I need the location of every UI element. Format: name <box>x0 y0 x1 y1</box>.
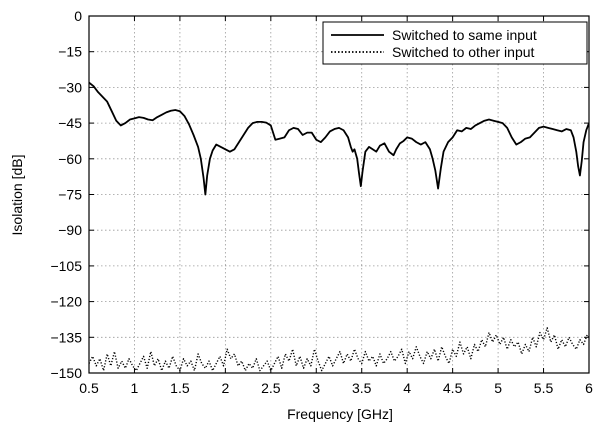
x-tick-label: 1 <box>131 380 139 396</box>
y-tick-label: −60 <box>58 151 82 167</box>
y-tick-label: −120 <box>50 294 82 310</box>
series-layer <box>89 81 589 372</box>
x-tick-label: 4 <box>403 380 411 396</box>
y-tick-label: −150 <box>50 365 82 381</box>
y-tick-label: −45 <box>58 115 82 131</box>
axis-ticks <box>88 15 590 374</box>
y-tick-label: −90 <box>58 222 82 238</box>
x-axis-title: Frequency [GHz] <box>287 406 393 422</box>
y-tick-label: −15 <box>58 44 82 60</box>
legend: Switched to same input Switched to other… <box>322 21 588 65</box>
y-tick-label: 0 <box>74 8 82 24</box>
series-line-same-input <box>89 81 589 196</box>
x-tick-label: 3.5 <box>352 380 372 396</box>
x-tick-label: 6 <box>585 380 593 396</box>
x-tick-label: 2 <box>221 380 229 396</box>
grid <box>89 16 589 373</box>
x-tick-label: 4.5 <box>443 380 463 396</box>
y-tick-label: −75 <box>58 187 82 203</box>
legend-label-same-input: Switched to same input <box>392 27 537 43</box>
x-tick-label: 0.5 <box>79 380 99 396</box>
y-tick-label: −105 <box>50 258 82 274</box>
x-tick-label: 3 <box>312 380 320 396</box>
y-tick-labels: 0 −15 −30 −45 −60 −75 −90 −105 −120 −135 −150 <box>50 8 82 381</box>
x-tick-label: 1.5 <box>170 380 190 396</box>
legend-box <box>322 21 588 65</box>
y-tick-label: −135 <box>50 329 82 345</box>
x-tick-label: 2.5 <box>261 380 281 396</box>
x-tick-label: 5.5 <box>534 380 554 396</box>
y-tick-label: −30 <box>58 79 82 95</box>
y-axis-title: Isolation [dB] <box>9 155 25 236</box>
series-line-other-input <box>89 327 589 372</box>
x-tick-label: 5 <box>494 380 502 396</box>
x-tick-labels: 0.5 1 1.5 2 2.5 3 3.5 4 4.5 5 5.5 6 <box>79 380 593 396</box>
legend-label-other-input: Switched to other input <box>392 44 535 60</box>
